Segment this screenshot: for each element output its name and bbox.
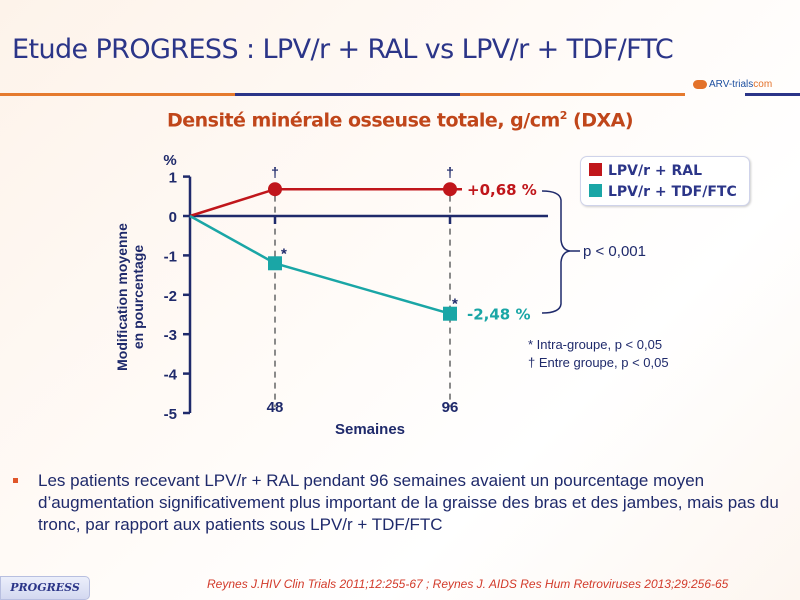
- y-tick-label: -4: [164, 367, 178, 384]
- y-unit-label: %: [163, 152, 176, 169]
- logo-text: ARV-trials: [709, 79, 754, 90]
- y-tick-label: 0: [169, 209, 177, 226]
- header-rule-blue: [235, 93, 460, 96]
- chart-title-main: Densité minérale osseuse totale, g/cm: [166, 109, 560, 132]
- legend-label-tdf: LPV/r + TDF/FTC: [608, 184, 737, 200]
- y-axis-label-line2: en pourcentage: [130, 245, 146, 349]
- footnotes: * Intra-groupe, p < 0,05 † Entre groupe,…: [528, 336, 669, 372]
- header-rule-orange: [0, 93, 235, 96]
- data-point-ral: [443, 182, 457, 197]
- legend-label-ral: LPV/r + RAL: [608, 163, 703, 179]
- x-tick-label: 96: [442, 399, 459, 416]
- data-point-ral: [268, 182, 282, 197]
- legend: LPV/r + RAL LPV/r + TDF/FTC: [580, 156, 750, 206]
- y-tick-label: 1: [169, 170, 177, 187]
- end-value-label-ral: +0,68 %: [467, 181, 537, 199]
- header-rule-blue-2: [745, 93, 800, 96]
- legend-swatch-tdf: [589, 184, 602, 197]
- legend-item-tdf: LPV/r + TDF/FTC: [589, 184, 737, 200]
- data-point-tdf: [268, 256, 282, 271]
- note-entre: † Entre groupe, p < 0,05: [528, 355, 669, 370]
- reference-text: Reynes J.HIV Clin Trials 2011;12:255-67 …: [207, 577, 729, 591]
- star-marker: *: [281, 245, 287, 262]
- header-rule-orange-2: [460, 93, 685, 96]
- significance-brace: [541, 190, 580, 314]
- dagger-marker: †: [446, 164, 454, 180]
- series-line-tdf: [189, 214, 451, 315]
- p-value-label: p < 0,001: [583, 243, 646, 260]
- y-tick-label: -3: [164, 327, 177, 344]
- legend-item-ral: LPV/r + RAL: [589, 163, 702, 179]
- arv-trials-logo: ARV-trialscom: [693, 79, 772, 90]
- chart-title-end: (DXA): [566, 109, 634, 132]
- x-axis-label: Semaines: [335, 421, 405, 438]
- note-intra: * Intra-groupe, p < 0,05: [528, 337, 663, 352]
- y-tick-label: -5: [164, 406, 177, 423]
- study-badge[interactable]: PROGRESS: [0, 576, 90, 600]
- y-tick-label: -2: [164, 288, 177, 305]
- bullet-marker: [13, 478, 18, 483]
- x-tick-label: 48: [267, 399, 284, 416]
- bullet-point: Les patients recevant LPV/r + RAL pendan…: [10, 470, 780, 536]
- end-value-label-tdf: -2,48 %: [467, 306, 531, 324]
- y-axis-label-line1: Modification moyenne: [114, 223, 130, 371]
- y-tick-label: -1: [164, 248, 177, 265]
- bullet-text: Les patients recevant LPV/r + RAL pendan…: [38, 471, 779, 534]
- slide-title: Etude PROGRESS : LPV/r + RAL vs LPV/r + …: [12, 34, 674, 65]
- series-line-ral: [189, 187, 462, 218]
- legend-swatch-ral: [589, 163, 602, 176]
- data-point-tdf: [443, 306, 457, 321]
- chart-title: Densité minérale osseuse totale, g/cm2 (…: [150, 109, 650, 131]
- star-marker: *: [452, 296, 458, 313]
- pill-bottle-icon: [693, 79, 707, 89]
- logo-suffix: com: [753, 79, 773, 90]
- dagger-marker: †: [271, 164, 279, 180]
- chart-title-sup: 2: [559, 109, 568, 122]
